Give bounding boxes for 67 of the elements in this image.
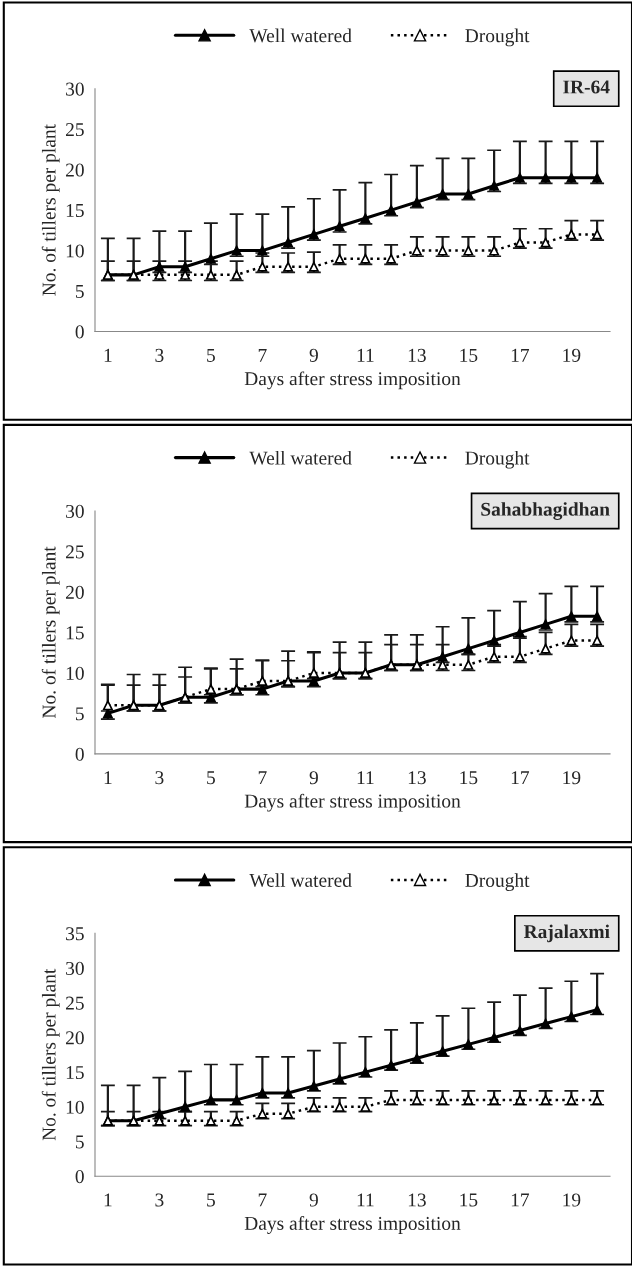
y-tick-label: 10 — [66, 1100, 84, 1114]
x-tick-label: 17 — [511, 348, 530, 362]
y-tick-label: 30 — [66, 961, 84, 975]
y-axis-title: No. of tillers per plant — [41, 546, 60, 719]
x-tick-label: 15 — [460, 1193, 478, 1207]
x-tick-label: 1 — [104, 771, 112, 785]
legend-label: Drought — [465, 873, 530, 891]
legend-label: Well watered — [249, 450, 352, 465]
y-tick-label: 25 — [65, 545, 84, 559]
x-tick-label: 19 — [563, 1193, 581, 1207]
x-tick-label: 11 — [357, 771, 374, 785]
legend-label: Well watered — [249, 873, 352, 888]
legend-label: Drought — [465, 450, 530, 469]
y-tick-label: 5 — [75, 285, 84, 298]
y-axis-title: No. of tillers per plant — [41, 124, 60, 296]
x-tick-label: 19 — [563, 771, 581, 785]
x-tick-label: 13 — [408, 1193, 426, 1207]
x-tick-label: 9 — [309, 348, 318, 362]
y-axis-title: No. of tillers per plant — [41, 968, 60, 1141]
x-tick-label: 1 — [104, 348, 112, 362]
legend-label: Well watered — [249, 28, 352, 43]
x-tick-label: 5 — [207, 1193, 215, 1207]
y-tick-label: 35 — [66, 927, 84, 941]
x-tick-label: 7 — [258, 348, 267, 362]
y-tick-label: 20 — [65, 163, 84, 177]
y-tick-label: 25 — [65, 996, 84, 1010]
x-tick-label: 9 — [309, 771, 318, 785]
x-tick-label: 5 — [207, 348, 215, 362]
chart-title: Sahabhagidhan — [481, 502, 610, 520]
x-axis-title: Days after stress imposition — [244, 1216, 461, 1234]
x-tick-label: 1 — [104, 1193, 112, 1207]
x-tick-label: 19 — [563, 348, 581, 362]
x-tick-label: 17 — [511, 1193, 530, 1207]
legend-label: Drought — [465, 28, 530, 47]
y-tick-label: 10 — [66, 244, 84, 258]
y-tick-label: 25 — [65, 123, 84, 137]
chart-title: IR-64 — [563, 80, 610, 94]
y-tick-label: 5 — [75, 1135, 84, 1149]
x-tick-label: 7 — [258, 1193, 267, 1207]
y-tick-label: 5 — [75, 707, 84, 721]
y-tick-label: 20 — [65, 585, 84, 599]
x-tick-label: 3 — [155, 348, 164, 362]
y-tick-label: 10 — [66, 666, 84, 680]
x-tick-label: 11 — [357, 348, 374, 362]
y-tick-label: 30 — [66, 504, 84, 518]
x-tick-label: 15 — [460, 348, 478, 362]
x-tick-label: 17 — [511, 771, 530, 785]
x-tick-label: 15 — [460, 771, 478, 785]
y-tick-label: 20 — [65, 1031, 84, 1045]
y-tick-label: 15 — [66, 204, 84, 218]
x-tick-label: 7 — [258, 771, 267, 785]
y-tick-label: 30 — [66, 82, 84, 96]
y-tick-label: 0 — [75, 1170, 84, 1184]
x-axis-title: Days after stress imposition — [244, 793, 461, 812]
y-tick-label: 0 — [75, 325, 84, 339]
x-tick-label: 3 — [155, 771, 164, 785]
x-tick-label: 11 — [357, 1193, 374, 1207]
y-tick-label: 0 — [75, 747, 84, 761]
x-tick-label: 3 — [155, 1193, 164, 1207]
x-tick-label: 13 — [408, 771, 426, 785]
chart-title: Rajalaxmi — [523, 924, 610, 943]
y-tick-label: 15 — [66, 1066, 84, 1080]
x-tick-label: 9 — [309, 1193, 318, 1207]
x-tick-label: 5 — [207, 771, 215, 785]
x-axis-title: Days after stress imposition — [244, 371, 461, 390]
y-tick-label: 15 — [66, 626, 84, 640]
x-tick-label: 13 — [408, 348, 426, 362]
